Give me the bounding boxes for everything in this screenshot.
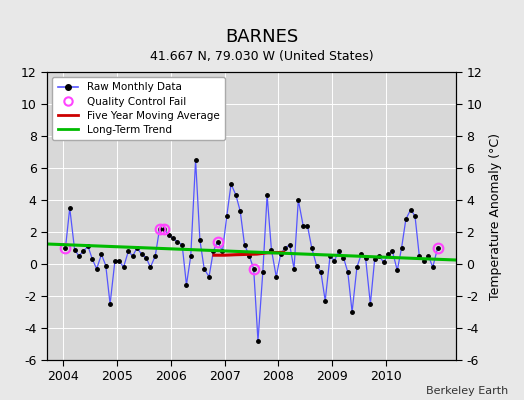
Text: Berkeley Earth: Berkeley Earth bbox=[426, 386, 508, 396]
Text: 41.667 N, 79.030 W (United States): 41.667 N, 79.030 W (United States) bbox=[150, 50, 374, 63]
Y-axis label: Temperature Anomaly (°C): Temperature Anomaly (°C) bbox=[489, 132, 502, 300]
Text: BARNES: BARNES bbox=[225, 28, 299, 46]
Legend: Raw Monthly Data, Quality Control Fail, Five Year Moving Average, Long-Term Tren: Raw Monthly Data, Quality Control Fail, … bbox=[52, 77, 225, 140]
